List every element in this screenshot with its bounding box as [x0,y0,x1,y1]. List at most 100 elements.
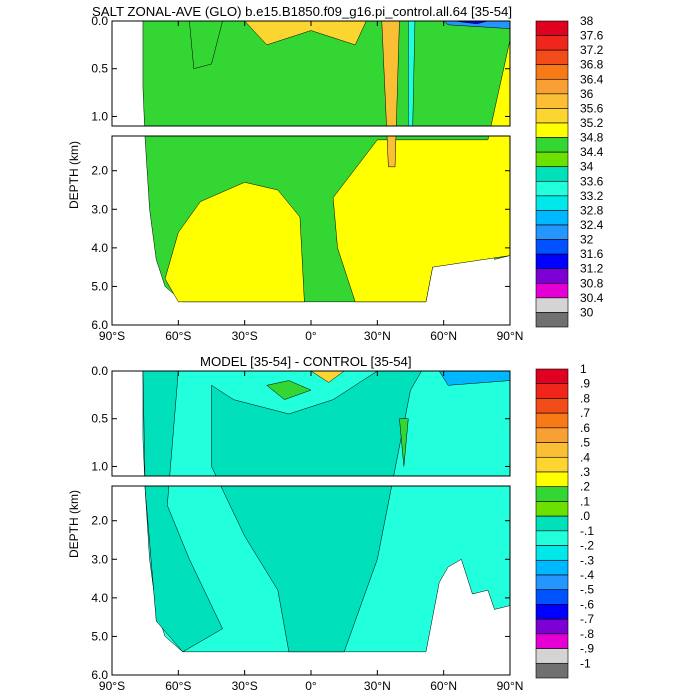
colorbar-label: -1 [580,656,591,670]
y-tick-label: 1.0 [91,459,108,473]
colorbar-swatch [535,662,569,679]
colorbar-swatch [535,93,569,109]
colorbar-swatch [535,78,569,95]
salinity-region [332,136,510,303]
colorbar-label: .3 [580,465,590,479]
colorbar-label: -.2 [580,539,594,553]
x-tick-label: 90°S [99,679,125,693]
x-tick-label: 90°N [497,679,524,693]
colorbar-label: 1 [580,362,587,376]
colorbar-label: 37.2 [580,43,604,57]
colorbar-swatch [535,151,569,168]
colorbar-swatch [535,166,569,182]
y-tick-label: 6.0 [91,318,108,332]
colorbar-swatch [535,35,569,51]
deep-ocean-field [144,136,510,303]
colorbar-swatch [535,297,569,313]
salinity-region [189,21,223,70]
difference-region [266,380,312,400]
colorbar-label: .1 [580,494,590,508]
salinity-region [142,21,510,126]
salinity-region [164,182,305,303]
y-axis-label: DEPTH (km) [67,141,81,209]
x-tick-label: 0° [305,679,317,693]
colorbar-swatch [535,574,569,591]
colorbar-swatch [535,398,569,414]
y-tick-label: 2.0 [91,164,108,178]
colorbar-label: 32.4 [580,218,604,232]
x-tick-label: 60°N [430,329,457,343]
colorbar-swatch [535,368,569,385]
colorbar-swatch [535,312,569,328]
colorbar-label: -.7 [580,612,594,626]
colorbar-swatch [535,64,569,80]
x-tick-label: 60°S [165,329,191,343]
y-axis-label: DEPTH (km) [67,490,81,558]
salinity-region [490,40,510,126]
salinity-region [454,21,488,25]
colorbar-swatch [535,559,569,576]
colorbar-swatch [535,471,569,488]
colorbar-swatch [535,108,569,124]
colorbar-label: 32.8 [580,203,604,217]
x-tick-label: 90°N [497,329,524,343]
colorbar-label: -.4 [580,568,594,582]
colorbar-label: -.8 [580,627,594,641]
colorbar-swatch [535,239,569,255]
salinity-region [443,21,510,29]
colorbar-label: 33.2 [580,189,604,203]
colorbar-swatch [535,633,569,649]
colorbar-swatch [535,282,569,299]
colorbar-label: 35.6 [580,101,604,115]
y-tick-label: 0.0 [91,364,108,378]
x-tick-label: 60°S [165,679,191,693]
colorbar-label: 31.2 [580,262,604,276]
y-tick-label: 0.5 [91,412,108,426]
colorbar-label: 30 [580,305,594,319]
colorbar-label: -.1 [580,524,594,538]
x-tick-label: 30°N [364,329,391,343]
upper-ocean-field [142,21,510,126]
colorbar-label: -.5 [580,583,594,597]
colorbar-swatch [535,224,569,240]
panel-title: SALT ZONAL-AVE (GLO) b.e15.B1850.f09_g16… [92,4,512,19]
x-tick-label: 30°N [364,679,391,693]
colorbar-swatch [535,618,569,635]
difference-region [142,371,179,476]
upper-ocean-field [142,371,510,476]
salinity-region [244,21,367,46]
y-tick-label: 6.0 [91,668,108,682]
colorbar-label: -.6 [580,597,594,611]
x-tick-label: 60°N [430,679,457,693]
x-tick-label: 0° [305,329,317,343]
colorbar-swatch [535,268,569,284]
colorbar-label: -.3 [580,553,594,567]
difference-region [211,371,422,476]
x-tick-label: 90°S [99,329,125,343]
salinity-region [386,136,397,168]
y-tick-label: 1.0 [91,109,108,123]
colorbar-label: 30.8 [580,276,604,290]
colorbar-swatch [535,253,569,270]
colorbar-label: 36.8 [580,58,604,72]
difference-region [220,486,392,653]
colorbar-swatch [535,137,569,153]
colorbar-label: 31.6 [580,247,604,261]
colorbar-swatch [535,589,569,605]
colorbar-label: .2 [580,480,590,494]
colorbar-label: 30.4 [580,291,604,305]
colorbar-label: 36 [580,87,594,101]
colorbar-label: 32 [580,233,594,247]
salinity-region [408,21,416,126]
colorbar-swatch [535,383,569,399]
difference-region [144,486,223,653]
colorbar-swatch [535,648,569,664]
colorbar-swatch [535,427,569,443]
colorbar-label: 34 [580,160,594,174]
colorbar-label: .7 [580,406,590,420]
colorbar-label: 34.4 [580,145,604,159]
x-tick-label: 30°S [232,679,258,693]
colorbar-swatch [535,195,569,211]
colorbar-swatch [535,501,569,517]
